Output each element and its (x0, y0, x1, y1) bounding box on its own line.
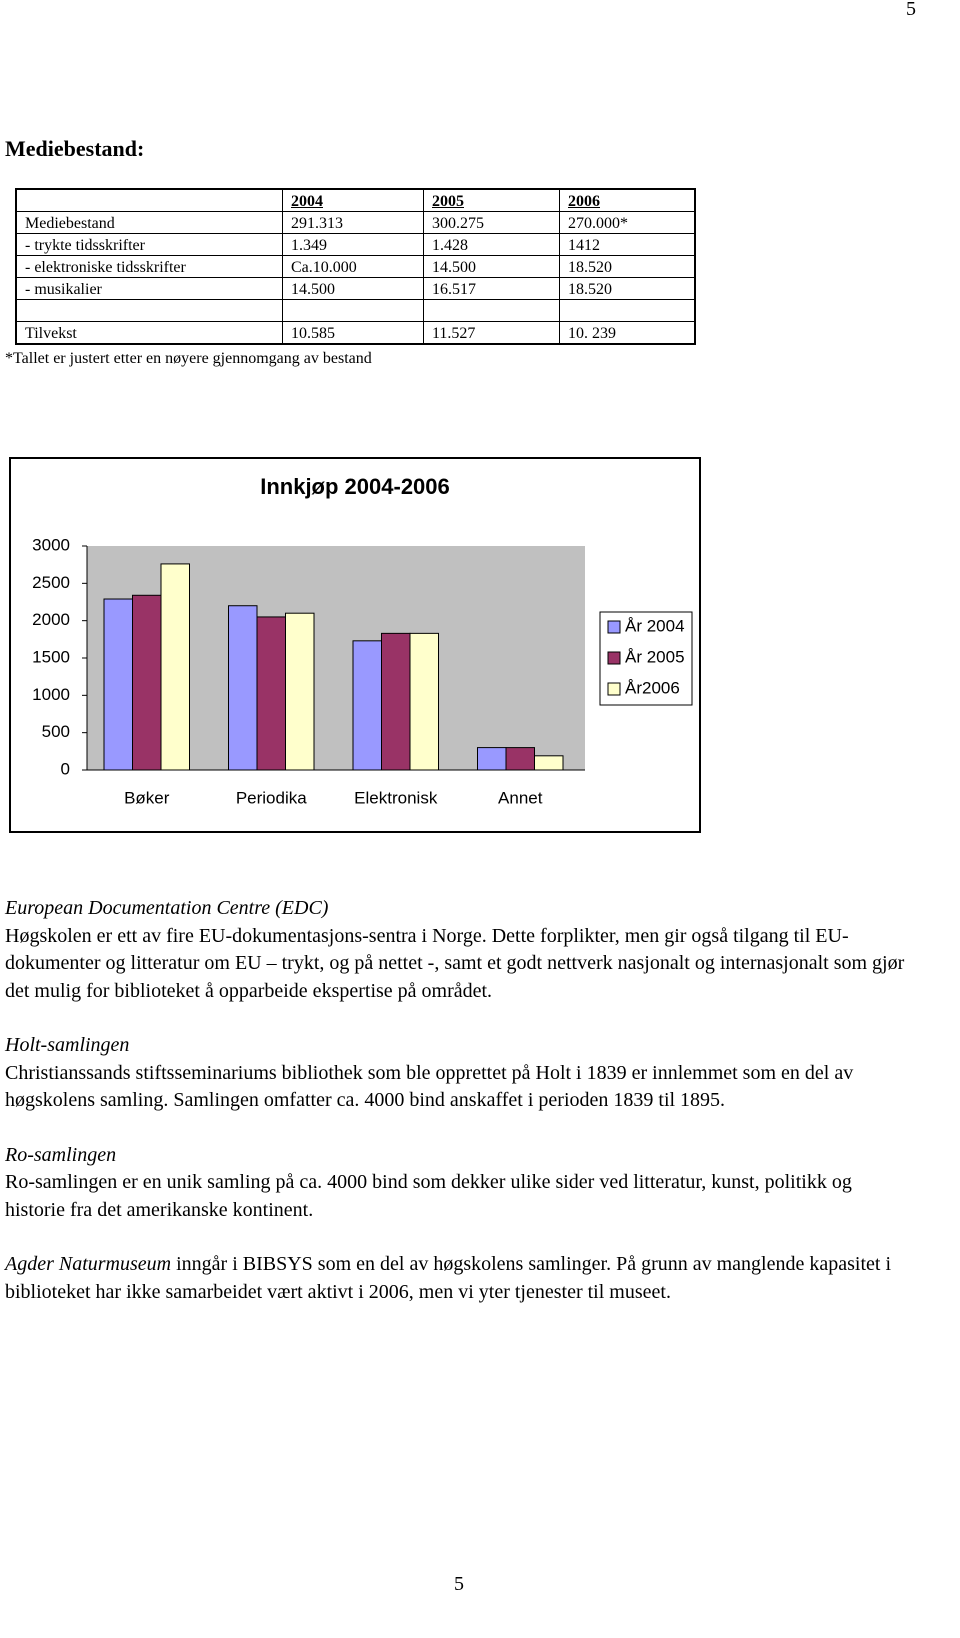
cell: 11.527 (423, 321, 560, 345)
chart-title: Innkjøp 2004-2006 (260, 474, 450, 499)
sections: European Documentation Centre (EDC) Høgsk… (5, 895, 915, 1333)
column-header: 2006 (559, 188, 696, 212)
blank-row (15, 299, 696, 322)
y-tick-label: 2000 (32, 610, 70, 629)
bar (132, 594, 162, 771)
row-label: - elektroniske tidsskrifter (15, 255, 283, 278)
page-number: 5 (906, 0, 916, 20)
x-tick-label: Periodika (236, 788, 307, 807)
row-label: - musikalier (15, 277, 283, 300)
x-tick-label: Bøker (124, 788, 170, 807)
bar (409, 632, 439, 771)
cell: 16.517 (423, 277, 560, 300)
section-title: Ro-samlingen (5, 1143, 117, 1166)
legend-swatch (607, 620, 621, 634)
column-header: 2005 (423, 188, 560, 212)
section-title: European Documentation Centre (EDC) (5, 897, 329, 919)
legend-label: År 2005 (625, 647, 685, 666)
section-text: Christianssands stiftsseminariums biblio… (5, 1061, 854, 1112)
cell: 14.500 (423, 255, 560, 278)
section-text: Ro-samlingen er en unik samling på ca. 4… (5, 1171, 852, 1221)
section: European Documentation Centre (EDC) Høgsk… (5, 895, 915, 1005)
bar (352, 640, 382, 771)
legend-swatch (607, 651, 621, 665)
bar (285, 612, 315, 771)
row-label: Mediebestand (15, 211, 283, 234)
x-tick-label: Annet (498, 788, 543, 807)
section-title: Agder Naturmuseum (5, 1253, 172, 1275)
empty-cell (15, 188, 283, 212)
section-text: Høgskolen er ett av fire EU-dokumentasjo… (5, 924, 905, 1002)
chart: Innkjøp 2004-2006 0 500 1000 1500 2000 2500 30… (9, 457, 701, 833)
section-title: Holt-samlingen (5, 1034, 130, 1056)
cell: 1.428 (423, 233, 560, 256)
bar (505, 747, 535, 771)
section: Ro-samlingen Ro-samlingen er en unik saml… (5, 1142, 915, 1225)
y-tick-label: 1500 (32, 647, 70, 666)
cell: 1.349 (282, 233, 424, 256)
section: Holt-samlingen Christianssands stiftssemi… (5, 1032, 915, 1115)
bar (160, 563, 190, 771)
y-tick-label: 500 (42, 722, 70, 741)
table-row: - musikalier 14.500 16.517 18.520 (15, 277, 696, 300)
cell: 10. 239 (559, 321, 696, 345)
y-tick-label: 1000 (32, 685, 70, 704)
bar (534, 755, 564, 771)
cell: 14.500 (282, 277, 424, 300)
table-row: Mediebestand 291.313 300.275 270.000* (15, 211, 696, 234)
table-row: Tilvekst 10.585 11.527 10. 239 (15, 321, 696, 345)
page-number: 5 (454, 1573, 464, 1595)
legend-label: År2006 (625, 678, 680, 697)
y-tick-label: 2500 (32, 573, 70, 592)
cell: 18.520 (559, 255, 696, 278)
heading: Mediebestand: (5, 136, 145, 161)
table-row: - elektroniske tidsskrifter Ca.10.000 14.5… (15, 255, 696, 278)
table-row: - trykte tidsskrifter 1.349 1.428 1412 (15, 233, 696, 256)
x-tick-label: Elektronisk (354, 788, 438, 807)
column-header: 2004 (282, 188, 424, 212)
row-label: - trykte tidsskrifter (15, 233, 283, 256)
legend-swatch (607, 682, 621, 696)
section: Agder Naturmuseum inngår i BIBSYS som en… (5, 1251, 915, 1306)
bar (477, 747, 507, 771)
cell: 270.000* (559, 211, 696, 234)
cell: 300.275 (423, 211, 560, 234)
media-table: 2004 2005 2006 Mediebestand 291.313 300.27… (15, 188, 696, 345)
table-header: 2004 2005 2006 (15, 188, 696, 212)
cell: 18.520 (559, 277, 696, 300)
cell: 10.585 (282, 321, 424, 345)
y-tick-label: 0 (61, 759, 70, 778)
section-text: inngår i BIBSYS som en del av høgskolens… (5, 1253, 892, 1303)
bar (103, 598, 133, 771)
row-label: Tilvekst (15, 321, 283, 345)
bar (228, 605, 258, 771)
cell: 1412 (559, 233, 696, 256)
legend-label: År 2004 (625, 616, 685, 635)
cell: Ca.10.000 (282, 255, 424, 278)
footnote: *Tallet er justert etter en nøyere gjenn… (5, 350, 372, 367)
y-tick-label: 3000 (32, 535, 70, 554)
bar (381, 632, 411, 771)
bar (256, 616, 286, 771)
cell: 291.313 (282, 211, 424, 234)
